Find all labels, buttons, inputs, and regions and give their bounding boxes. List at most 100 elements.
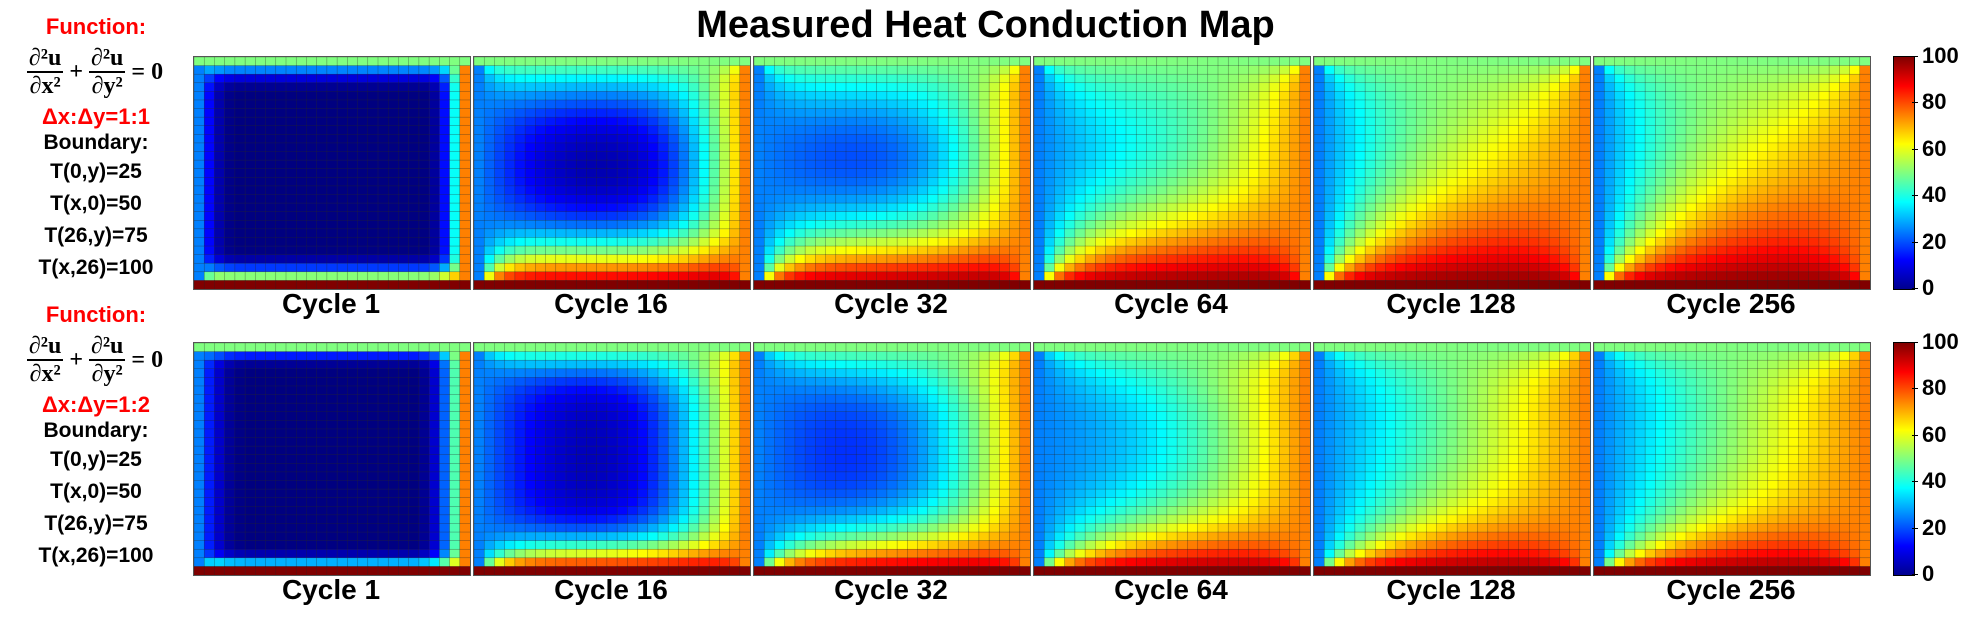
- heatmap-cell: [739, 220, 750, 230]
- heatmap-cell: [1655, 65, 1667, 75]
- heatmap-cell: [367, 351, 379, 361]
- heatmap-cell: [1695, 99, 1707, 110]
- heatmap-cell: [1217, 245, 1229, 256]
- heatmap-cell: [1726, 82, 1738, 92]
- heatmap-cell: [678, 177, 690, 187]
- heatmap-cell: [214, 454, 226, 464]
- heatmap-cell: [896, 262, 908, 273]
- heatmap-cell: [1395, 159, 1407, 170]
- heatmap-cell: [794, 254, 806, 264]
- heatmap-cell: [408, 125, 420, 135]
- heatmap-cell: [555, 271, 567, 281]
- heatmap-cell: [387, 134, 399, 144]
- heatmap-cell: [1405, 116, 1417, 127]
- heatmap-cell: [1808, 125, 1820, 135]
- heatmap-cell: [1436, 220, 1448, 230]
- heatmap-cell: [1095, 116, 1107, 127]
- heatmap-cell: [1747, 245, 1759, 256]
- heatmap-cell: [1706, 211, 1718, 221]
- heatmap-cell: [678, 168, 690, 178]
- heatmap-cell: [1009, 237, 1021, 247]
- heatmap-cell: [1238, 185, 1250, 196]
- heatmap-cell: [1034, 237, 1045, 247]
- heatmap-cell: [1767, 91, 1779, 101]
- heatmap-cell: [514, 168, 526, 178]
- heatmap-cell: [265, 368, 277, 378]
- heatmap-cell: [1798, 254, 1810, 264]
- heatmap-cell: [1334, 271, 1346, 281]
- heatmap-cell: [275, 151, 287, 161]
- heatmap-cell: [306, 420, 318, 430]
- heatmap-cell: [1009, 65, 1021, 75]
- heatmap-cell: [255, 420, 267, 430]
- heatmap-cell: [1314, 91, 1325, 101]
- heatmap-cell: [214, 402, 226, 413]
- heatmap-cell: [285, 142, 297, 153]
- heatmap-cell: [234, 368, 246, 378]
- heatmap-cell: [1334, 151, 1346, 161]
- heatmap-cell: [306, 523, 318, 533]
- heatmap-cell: [1105, 185, 1117, 196]
- heatmap-cell: [357, 514, 369, 524]
- heatmap-cell: [575, 202, 587, 213]
- heatmap-cell: [387, 343, 399, 353]
- heatmap-cell: [398, 377, 410, 387]
- heatmap-cell: [214, 228, 226, 238]
- heatmap-cell: [627, 245, 639, 256]
- heatmap-cell: [1818, 57, 1830, 67]
- heatmap-cell: [306, 65, 318, 75]
- heatmap-cell: [1507, 237, 1519, 247]
- heatmap-cell: [428, 254, 440, 264]
- heatmap-cell: [483, 185, 495, 196]
- heatmap-cell: [194, 116, 205, 127]
- heatmap-cell: [306, 202, 318, 213]
- heatmap-cell: [729, 220, 741, 230]
- heatmap-cell: [524, 159, 536, 170]
- heatmap-cell: [439, 523, 451, 533]
- heatmap-cell: [719, 194, 731, 204]
- heatmap-cell: [194, 99, 205, 110]
- heatmap-cell: [367, 420, 379, 430]
- heatmap-cell: [326, 194, 338, 204]
- heatmap-cell: [896, 73, 908, 84]
- heatmap-cell: [968, 185, 980, 196]
- heatmap-cell: [555, 211, 567, 221]
- heatmap-cell: [575, 237, 587, 247]
- heatmap-cell: [1187, 220, 1199, 230]
- heatmap-cell: [504, 185, 516, 196]
- heatmap-cell: [224, 480, 236, 490]
- heatmap-cell: [255, 437, 267, 447]
- heatmap-cell: [357, 420, 369, 430]
- heatmap-cell: [719, 202, 731, 213]
- heatmap-cell: [1197, 73, 1209, 84]
- heatmap-cell: [203, 91, 215, 101]
- heatmap-cell: [947, 91, 959, 101]
- heatmap-cell: [545, 125, 557, 135]
- heatmap-cell: [1655, 177, 1667, 187]
- heatmap-cell: [754, 202, 765, 213]
- heatmap-cell: [1279, 245, 1291, 256]
- heatmap-cell: [1747, 237, 1759, 247]
- heatmap-cell: [255, 411, 267, 421]
- heatmap-cell: [794, 245, 806, 256]
- heatmap-cell: [739, 194, 750, 204]
- heatmap-cell: [1217, 151, 1229, 161]
- heatmap-cell: [1207, 254, 1219, 264]
- heatmap-cell: [336, 420, 348, 430]
- heatmap-cell: [978, 116, 990, 127]
- heatmap-cell: [1507, 168, 1519, 178]
- heatmap-cell: [545, 57, 557, 67]
- heatmap-cell: [449, 463, 461, 473]
- heatmap-cell: [1299, 220, 1310, 230]
- heatmap-cell: [1798, 202, 1810, 213]
- heatmap-cell: [1334, 211, 1346, 221]
- heatmap-cell: [1299, 280, 1310, 289]
- heatmap-cell: [1477, 116, 1489, 127]
- heatmap-cell: [719, 254, 731, 264]
- heatmap-cell: [1497, 194, 1509, 204]
- heatmap-cell: [1579, 262, 1590, 273]
- heatmap-cell: [1217, 211, 1229, 221]
- heatmap-cell: [1314, 134, 1325, 144]
- heatmap-cell: [1334, 262, 1346, 273]
- heatmap-cell: [1736, 134, 1748, 144]
